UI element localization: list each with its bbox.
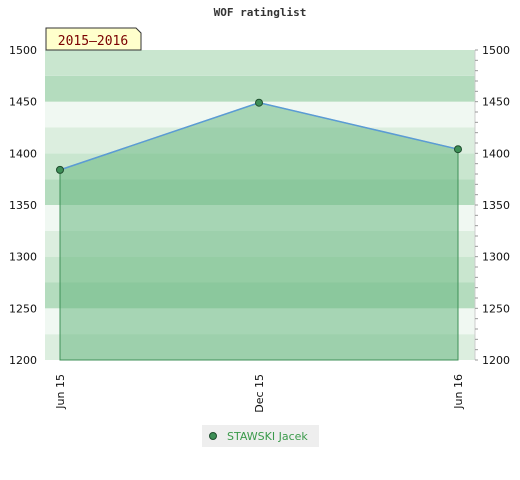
y-tick-label-left: 1400 [9,147,37,160]
y-tick-label-right: 1200 [482,354,510,367]
x-tick-label: Jun 15 [54,374,67,410]
legend-box [202,425,319,447]
x-tick-label: Jun 16 [452,374,465,410]
y-tick-label-left: 1250 [9,302,37,315]
y-tick-label-left: 1300 [9,251,37,264]
legend-label: STAWSKI Jacek [227,430,308,443]
season-badge-label: 2015–2016 [58,34,128,49]
chart-title: WOF ratinglist [214,6,307,19]
y-tick-label-left: 1500 [9,44,37,57]
data-point [56,165,64,174]
y-tick-label-left: 1200 [9,354,37,367]
y-axis-right: 1200 1250 1300 1350 1400 1450 1500 [474,44,510,367]
y-tick-label-right: 1350 [482,199,510,212]
series-layer [56,98,462,361]
y-tick-label-left: 1350 [9,199,37,212]
y-tick-label-right: 1400 [482,147,510,160]
y-axis-left: 1200 1250 1300 1350 1400 1450 1500 [9,44,37,367]
data-point [255,98,263,107]
x-tick-label: Dec 15 [253,374,266,413]
legend[interactable]: STAWSKI Jacek [202,425,319,447]
data-point [454,145,462,154]
y-tick-label-left: 1450 [9,96,37,109]
y-tick-label-right: 1450 [482,96,510,109]
season-badge-box [45,27,142,51]
background-band [45,75,475,102]
y-tick-label-right: 1250 [482,302,510,315]
legend-marker [209,432,217,440]
y-tick-label-right: 1300 [482,251,510,264]
y-tick-label-right: 1500 [482,44,510,57]
season-badge: 2015–2016 [45,27,142,51]
x-axis: Jun 15 Dec 15 Jun 16 [54,374,465,413]
background-band [45,50,475,76]
